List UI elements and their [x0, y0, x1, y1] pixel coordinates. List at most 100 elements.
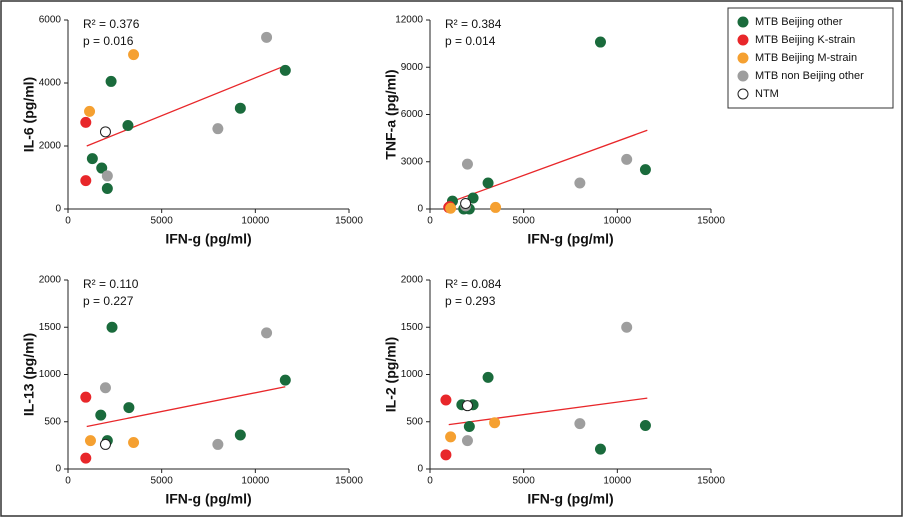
- x-tick-label: 0: [65, 216, 71, 227]
- data-point: [440, 449, 452, 461]
- data-point: [279, 64, 291, 76]
- y-axis-title: IL-2 (pg/ml): [383, 337, 399, 412]
- x-tick-label: 15000: [697, 476, 725, 487]
- data-point: [621, 321, 633, 333]
- x-axis-title: IFN-g (pg/ml): [165, 231, 251, 247]
- data-point: [594, 36, 606, 48]
- legend-marker: [737, 34, 749, 46]
- p-annotation: p = 0.293: [445, 294, 496, 308]
- data-point: [86, 153, 98, 165]
- y-tick-label: 9000: [401, 62, 424, 73]
- y-tick-label: 6000: [401, 109, 424, 120]
- x-axis-title: IFN-g (pg/ml): [527, 231, 613, 247]
- data-point: [80, 452, 92, 464]
- data-point: [594, 443, 606, 455]
- data-point: [467, 192, 479, 204]
- data-point: [639, 420, 651, 432]
- y-axis-title: IL-13 (pg/ml): [21, 333, 37, 416]
- y-axis-title: IL-6 (pg/ml): [21, 77, 37, 152]
- legend-label: MTB non Beijing other: [755, 70, 864, 82]
- y-tick-label: 6000: [39, 15, 62, 26]
- data-point: [84, 435, 96, 447]
- r2-annotation: R² = 0.384: [445, 17, 502, 31]
- y-tick-label: 1500: [401, 322, 424, 333]
- legend-box: [727, 7, 894, 109]
- legend-marker: [737, 70, 749, 82]
- x-tick-label: 5000: [513, 476, 536, 487]
- x-tick-label: 0: [427, 476, 433, 487]
- y-tick-label: 1500: [39, 322, 62, 333]
- data-point: [234, 429, 246, 441]
- y-tick-label: 0: [417, 464, 423, 475]
- x-tick-label: 5000: [151, 216, 174, 227]
- trend-line: [448, 397, 648, 426]
- p-annotation: p = 0.014: [445, 34, 496, 48]
- data-point: [122, 120, 134, 132]
- data-point: [106, 321, 118, 333]
- data-point: [95, 409, 107, 421]
- data-point: [482, 177, 494, 189]
- data-point: [482, 371, 494, 383]
- data-point: [123, 402, 135, 414]
- data-point: [621, 153, 633, 165]
- y-axis-title: TNF-a (pg/ml): [383, 69, 399, 159]
- data-point: [461, 435, 473, 447]
- legend-label: MTB Beijing K-strain: [755, 34, 855, 46]
- trend-line: [448, 129, 648, 204]
- r2-annotation: R² = 0.376: [83, 17, 140, 31]
- data-point: [212, 438, 224, 450]
- y-tick-label: 2000: [39, 141, 62, 152]
- data-point: [99, 126, 111, 138]
- p-annotation: p = 0.016: [83, 34, 134, 48]
- data-point: [212, 123, 224, 135]
- data-point: [440, 394, 452, 406]
- x-tick-label: 5000: [513, 216, 536, 227]
- legend-label: MTB Beijing M-strain: [755, 52, 857, 64]
- r2-annotation: R² = 0.084: [445, 277, 502, 291]
- data-point: [101, 170, 113, 182]
- data-point: [489, 417, 501, 429]
- y-tick-label: 4000: [39, 78, 62, 89]
- data-point: [490, 201, 502, 213]
- y-tick-label: 3000: [401, 156, 424, 167]
- x-tick-label: 10000: [603, 476, 631, 487]
- trend-line: [86, 65, 286, 147]
- x-tick-label: 0: [65, 476, 71, 487]
- y-tick-label: 2000: [39, 275, 62, 286]
- legend-label: MTB Beijing other: [755, 16, 843, 28]
- r2-annotation: R² = 0.110: [83, 277, 139, 291]
- x-tick-label: 15000: [335, 476, 363, 487]
- data-point: [279, 374, 291, 386]
- data-point: [261, 327, 273, 339]
- data-point: [461, 400, 473, 412]
- x-axis-title: IFN-g (pg/ml): [527, 491, 613, 507]
- x-tick-label: 0: [427, 216, 433, 227]
- y-tick-label: 0: [55, 464, 61, 475]
- legend-label: NTM: [755, 88, 779, 100]
- p-annotation: p = 0.227: [83, 294, 134, 308]
- y-tick-label: 500: [406, 416, 423, 427]
- data-point: [80, 175, 92, 187]
- data-point: [234, 102, 246, 114]
- x-tick-label: 15000: [697, 216, 725, 227]
- y-tick-label: 0: [55, 204, 61, 215]
- data-point: [101, 183, 113, 195]
- data-point: [84, 105, 96, 117]
- data-point: [96, 162, 108, 174]
- data-point: [99, 382, 111, 394]
- y-tick-label: 2000: [401, 275, 424, 286]
- data-point: [460, 197, 472, 209]
- x-tick-label: 15000: [335, 216, 363, 227]
- data-point: [105, 75, 117, 87]
- data-point: [574, 418, 586, 430]
- x-tick-label: 10000: [241, 476, 269, 487]
- legend-marker: [737, 16, 749, 28]
- trend-line: [86, 386, 286, 428]
- y-tick-label: 1000: [401, 369, 424, 380]
- x-tick-label: 10000: [241, 216, 269, 227]
- legend-marker: [737, 88, 749, 100]
- data-point: [128, 49, 140, 61]
- y-tick-label: 500: [44, 416, 61, 427]
- legend-marker: [737, 52, 749, 64]
